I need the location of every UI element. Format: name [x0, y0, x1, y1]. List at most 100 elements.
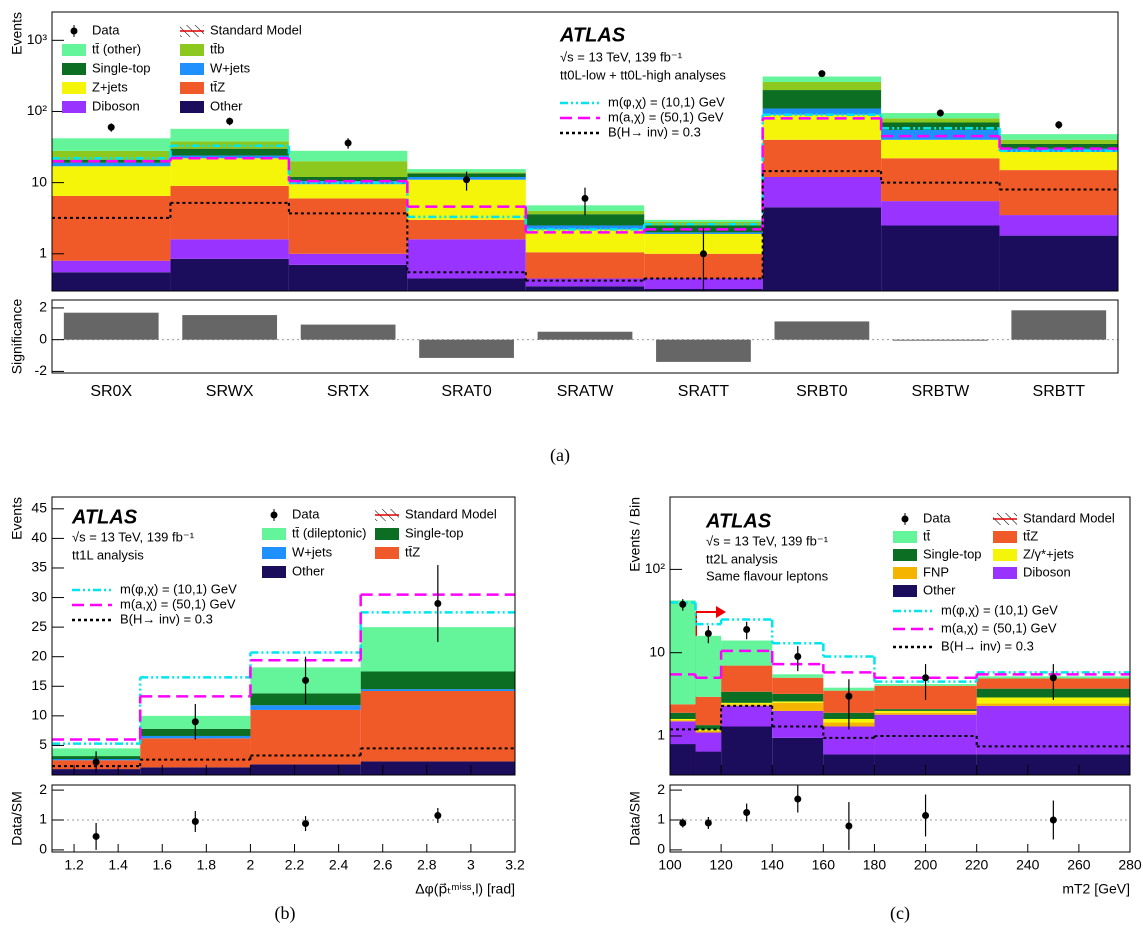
legend-swatch — [262, 566, 286, 578]
lower-axis-label: Significance — [9, 299, 25, 375]
stack-segment — [670, 720, 696, 722]
data-point — [581, 194, 589, 202]
plot-frame — [51, 496, 516, 776]
data-point — [794, 652, 802, 660]
legend-label: Standard Model — [405, 506, 497, 521]
stack-segment — [695, 635, 722, 697]
y-tick-label: 25 — [31, 618, 47, 634]
data-point — [191, 718, 199, 726]
stack-segment — [881, 122, 1000, 130]
legend-label: Z+jets — [92, 79, 128, 94]
stack-segment — [52, 166, 171, 196]
stack-segment — [999, 151, 1118, 171]
legend-swatch — [893, 585, 917, 597]
legend-label: Data — [923, 510, 951, 525]
data-point — [463, 176, 471, 184]
legend-swatch — [180, 82, 204, 94]
y-tick-label: 0 — [657, 841, 665, 857]
legend-swatch — [375, 528, 399, 540]
x-tick-label: 2.4 — [329, 857, 349, 873]
stack-segment — [823, 726, 875, 755]
stack-segment — [976, 697, 1130, 704]
legend-label: m(a,χ) = (50,1) GeV — [608, 109, 724, 124]
stack-segment — [288, 161, 408, 177]
category-label: SRATW — [557, 383, 614, 400]
x-tick-label: 2.6 — [373, 857, 393, 873]
legend-label: Diboson — [92, 98, 140, 113]
stack-segment — [170, 185, 289, 240]
ratio-point — [191, 817, 199, 825]
data-point — [1055, 121, 1063, 129]
stack-segment — [525, 229, 645, 253]
stack-segment — [360, 689, 515, 692]
stack-segment — [140, 767, 251, 775]
data-point — [704, 629, 712, 637]
data-point — [92, 758, 100, 766]
stack-segment — [762, 207, 882, 291]
ratio-point — [679, 819, 687, 827]
stack-segment — [525, 278, 645, 287]
lower-axis-label: Data/SM — [627, 791, 643, 845]
y-tick-label: 10 — [31, 173, 47, 189]
stack-segment — [721, 640, 773, 666]
significance-bar — [182, 315, 278, 340]
legend-label: Other — [210, 98, 243, 113]
annotation: √s = 13 TeV, 139 fb⁻¹ — [560, 49, 683, 64]
data-point — [699, 250, 707, 258]
legend-label: Other — [923, 582, 956, 597]
stack-segment — [695, 732, 722, 752]
annotation: Same flavour leptons — [706, 568, 829, 583]
legend-swatch — [993, 531, 1017, 543]
plot-area — [52, 565, 515, 775]
significance-bar — [63, 312, 159, 340]
y-tick-label: 2 — [657, 781, 665, 797]
stack-segment — [670, 704, 696, 713]
stack-segment — [170, 158, 289, 186]
stack-segment — [721, 691, 773, 703]
legend-label: Single-top — [405, 525, 464, 540]
category-label: SR0X — [90, 383, 132, 400]
stack-segment — [670, 721, 696, 745]
stack-segment — [288, 253, 408, 265]
x-tick-label: 3 — [467, 857, 475, 873]
stack-segment — [762, 76, 882, 82]
stack-segment — [772, 702, 824, 711]
stack-segment — [407, 169, 526, 173]
x-tick-label: 2.8 — [417, 857, 437, 873]
data-point — [936, 109, 944, 117]
stack-segment — [288, 176, 408, 182]
stack-segment — [250, 705, 361, 710]
stack-segment — [881, 158, 1000, 202]
legend-label: m(φ,χ) = (10,1) GeV — [120, 581, 237, 596]
legend-label: B(H→ inv) = 0.3 — [941, 638, 1034, 653]
category-label: SRBTT — [1033, 383, 1086, 400]
x-tick-label: 1.4 — [108, 857, 128, 873]
legend-swatch — [62, 82, 86, 94]
stack-segment — [881, 139, 1000, 159]
y-tick-label: 10 — [31, 707, 47, 723]
stack-segment — [288, 184, 408, 199]
x-tick-label: 100 — [658, 857, 682, 873]
ratio-point — [92, 832, 100, 840]
x-tick-label: 180 — [863, 857, 887, 873]
x-tick-label: 1.8 — [197, 857, 217, 873]
plot-frame — [51, 11, 1119, 292]
stack-segment — [140, 738, 251, 768]
cut-arrow-head — [716, 606, 726, 618]
legend-label: Other — [292, 563, 325, 578]
stack-segment — [772, 710, 824, 738]
y-tick-label: 10 — [649, 643, 665, 659]
stack-segment — [525, 286, 645, 291]
stack-segment — [170, 148, 289, 156]
category-label: SRAT0 — [441, 383, 491, 400]
stack-segment — [670, 718, 696, 721]
y-tick-label: 2 — [39, 299, 47, 315]
legend-swatch — [262, 528, 286, 540]
stack-segment — [360, 691, 515, 762]
stack-segment — [525, 252, 645, 279]
legend-label: tt̄Z — [1023, 528, 1038, 543]
y-tick-label: 1 — [657, 811, 665, 827]
y-axis-label: Events — [9, 12, 25, 55]
significance-bar — [1011, 310, 1107, 340]
